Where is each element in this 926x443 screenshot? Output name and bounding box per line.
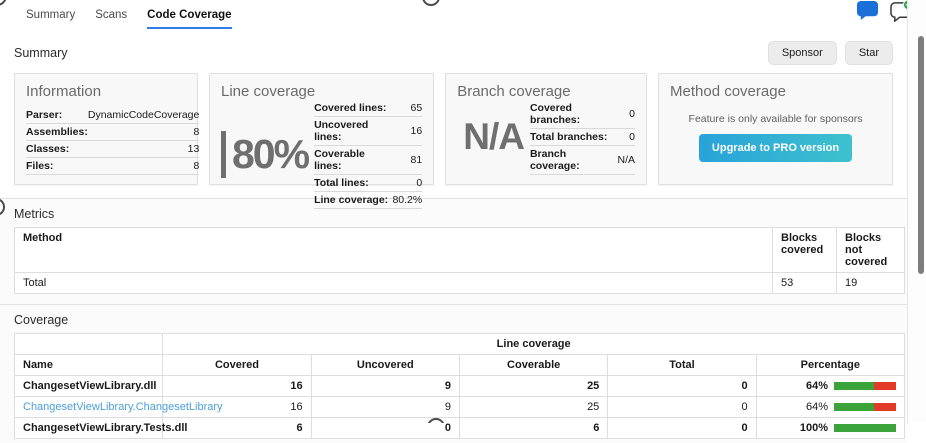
table-row: ChangesetViewLibrary.Tests.dll 6 0 6 0 1… [13, 417, 906, 439]
section-divider [0, 304, 907, 305]
line-value: 65 [392, 100, 423, 117]
section-divider [0, 198, 907, 199]
coverage-group-empty-cell [13, 333, 164, 355]
covered-value: 16 [162, 375, 312, 397]
info-label: Files: [26, 157, 88, 175]
information-card: Information Parser: DynamicCodeCoverage A… [14, 73, 200, 185]
coverable-value: 25 [458, 396, 609, 418]
line-label: Covered lines: [314, 100, 393, 117]
line-label: Total lines: [314, 174, 393, 192]
metrics-blocks-covered-value: 53 [772, 272, 837, 294]
line-value: 16 [392, 116, 423, 146]
coverage-header-covered: Covered [162, 354, 312, 376]
metrics-header-blocks-covered: Blocks covered [772, 227, 837, 273]
metrics-table: Method Blocks covered Blocks not covered… [14, 227, 905, 294]
uncovered-value: 0 [310, 417, 460, 439]
information-card-title: Information [26, 83, 102, 100]
info-value: 13 [87, 140, 200, 158]
comment-bubble-icon[interactable] [856, 0, 879, 26]
coverage-header-total: Total [607, 354, 757, 376]
table-row: ChangesetViewLibrary.dll 16 9 25 0 64% [13, 375, 906, 397]
branch-coverage-table: Covered branches: 0 Total branches: 0 Bran… [529, 100, 635, 175]
info-value: 8 [87, 123, 200, 141]
coverage-bar [834, 382, 896, 390]
summary-section-title: Summary [14, 46, 68, 60]
info-value: 8 [87, 157, 200, 175]
assembly-name: ChangesetViewLibrary.dll [13, 375, 164, 397]
line-value: 0 [392, 174, 423, 192]
coverage-header-percentage: Percentage [755, 354, 906, 376]
info-label: Parser: [26, 107, 88, 124]
sponsor-button[interactable]: Sponsor [767, 41, 837, 65]
coverage-header-uncovered: Uncovered [310, 354, 460, 376]
information-table: Parser: DynamicCodeCoverage Assemblies: 8 … [26, 107, 200, 175]
method-coverage-card-title: Method coverage [670, 83, 786, 100]
coverage-bar [834, 424, 896, 432]
scrollbar-thumb[interactable] [918, 36, 924, 274]
line-label: Coverable lines: [314, 145, 393, 175]
total-value: 0 [607, 396, 757, 418]
coverage-section-title: Coverage [14, 313, 69, 327]
branch-value: N/A [617, 145, 635, 175]
coverable-value: 6 [458, 417, 609, 439]
metrics-blocks-not-covered-value: 19 [836, 272, 905, 294]
line-label: Uncovered lines: [314, 116, 393, 146]
uncovered-value: 9 [310, 375, 460, 397]
sponsors-note: Feature is only available for sponsors [688, 113, 863, 125]
tab-scans[interactable]: Scans [95, 9, 128, 21]
scrollbar-track[interactable] [907, 0, 926, 423]
percentage-value: 64% [805, 380, 828, 392]
branch-coverage-card-title: Branch coverage [457, 83, 571, 100]
line-coverage-table: Covered lines: 65 Uncovered lines: 16 Cove… [314, 100, 423, 209]
line-coverage-card: Line coverage 80% Covered lines: 65 Uncov… [209, 73, 435, 209]
assembly-name: ChangesetViewLibrary.Tests.dll [13, 417, 187, 439]
upgrade-pro-button[interactable]: Upgrade to PRO version [698, 134, 853, 162]
table-row: ChangesetViewLibrary.ChangesetLibrary 16… [13, 396, 906, 418]
line-value: 81 [392, 145, 423, 175]
covered-value: 6 [162, 417, 312, 439]
coverage-table: Line coverage Name Covered Uncovered Cov… [13, 333, 906, 439]
branch-label: Branch coverage: [529, 145, 618, 175]
metrics-header-method: Method [14, 227, 773, 273]
branch-coverage-card: Branch coverage N/A Covered branches: 0 T… [445, 73, 647, 185]
star-button[interactable]: Star [844, 41, 893, 65]
metrics-section-title: Metrics [14, 207, 55, 221]
coverage-group-header: Line coverage [162, 333, 905, 355]
info-label: Assemblies: [26, 123, 88, 141]
percentage-value: 64% [805, 401, 828, 413]
branch-label: Total branches: [529, 128, 618, 146]
coverable-value: 25 [458, 375, 609, 397]
line-value: 80.2% [392, 191, 423, 209]
summary-cards: Information Parser: DynamicCodeCoverage A… [14, 73, 893, 209]
line-coverage-big-value: 80% [221, 130, 310, 179]
total-value: 0 [607, 417, 757, 439]
line-coverage-card-title: Line coverage [221, 83, 316, 100]
percentage-value: 100% [799, 422, 828, 434]
coverage-header-name: Name [13, 354, 164, 376]
uncovered-value: 9 [310, 396, 460, 418]
total-value: 0 [607, 375, 757, 397]
class-link[interactable]: ChangesetViewLibrary.ChangesetLibrary [23, 401, 223, 413]
table-row: Total 53 19 [14, 272, 905, 294]
coverage-header-coverable: Coverable [458, 354, 609, 376]
line-label: Line coverage: [314, 191, 393, 209]
method-coverage-card: Method coverage Feature is only availabl… [658, 73, 893, 185]
branch-label: Covered branches: [529, 100, 618, 129]
tab-summary[interactable]: Summary [26, 9, 76, 21]
branch-value: 0 [617, 100, 635, 129]
metrics-total-label: Total [14, 272, 773, 294]
branch-coverage-big-value: N/A [463, 116, 525, 158]
tab-bar: Summary Scans Code Coverage [0, 0, 907, 29]
info-value: DynamicCodeCoverage [87, 107, 200, 124]
tab-code-coverage[interactable]: Code Coverage [147, 9, 232, 29]
coverage-bar [834, 403, 896, 411]
info-label: Classes: [26, 140, 88, 158]
branch-value: 0 [617, 128, 635, 146]
metrics-header-blocks-not-covered: Blocks not covered [836, 227, 905, 273]
